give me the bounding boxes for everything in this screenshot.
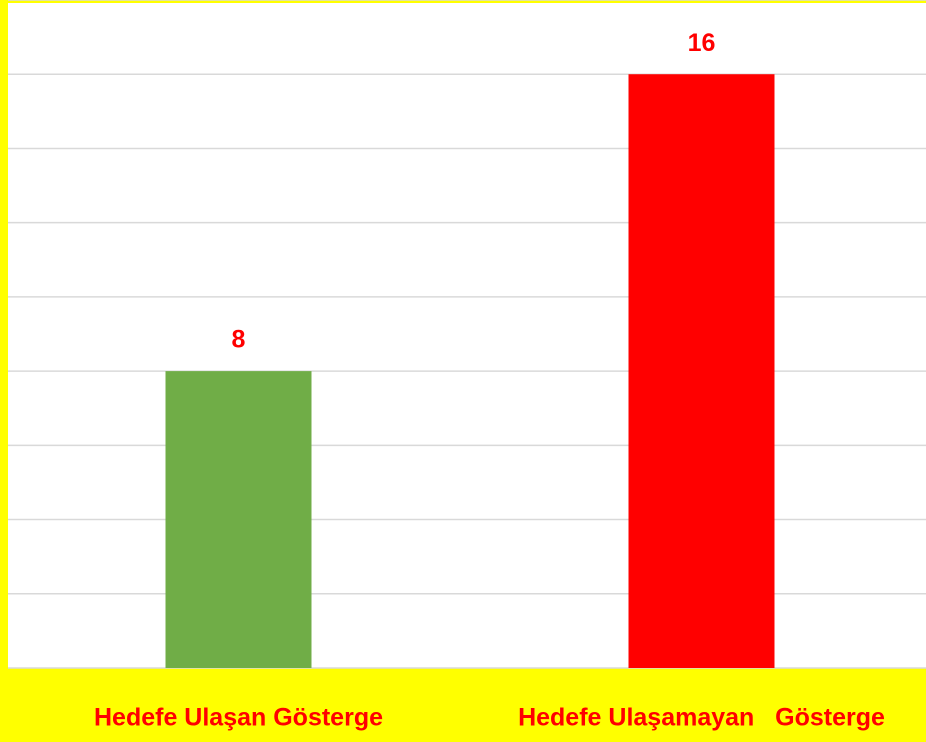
data-label: 16	[688, 29, 716, 57]
data-label: 8	[232, 326, 246, 354]
x-tick-label: Hedefe Ulaşan Gösterge	[94, 704, 383, 732]
x-tick-label: Hedefe Ulaşamayan Gösterge	[518, 704, 885, 732]
bar	[165, 371, 312, 668]
plot-area	[8, 3, 926, 668]
bar	[628, 74, 775, 668]
